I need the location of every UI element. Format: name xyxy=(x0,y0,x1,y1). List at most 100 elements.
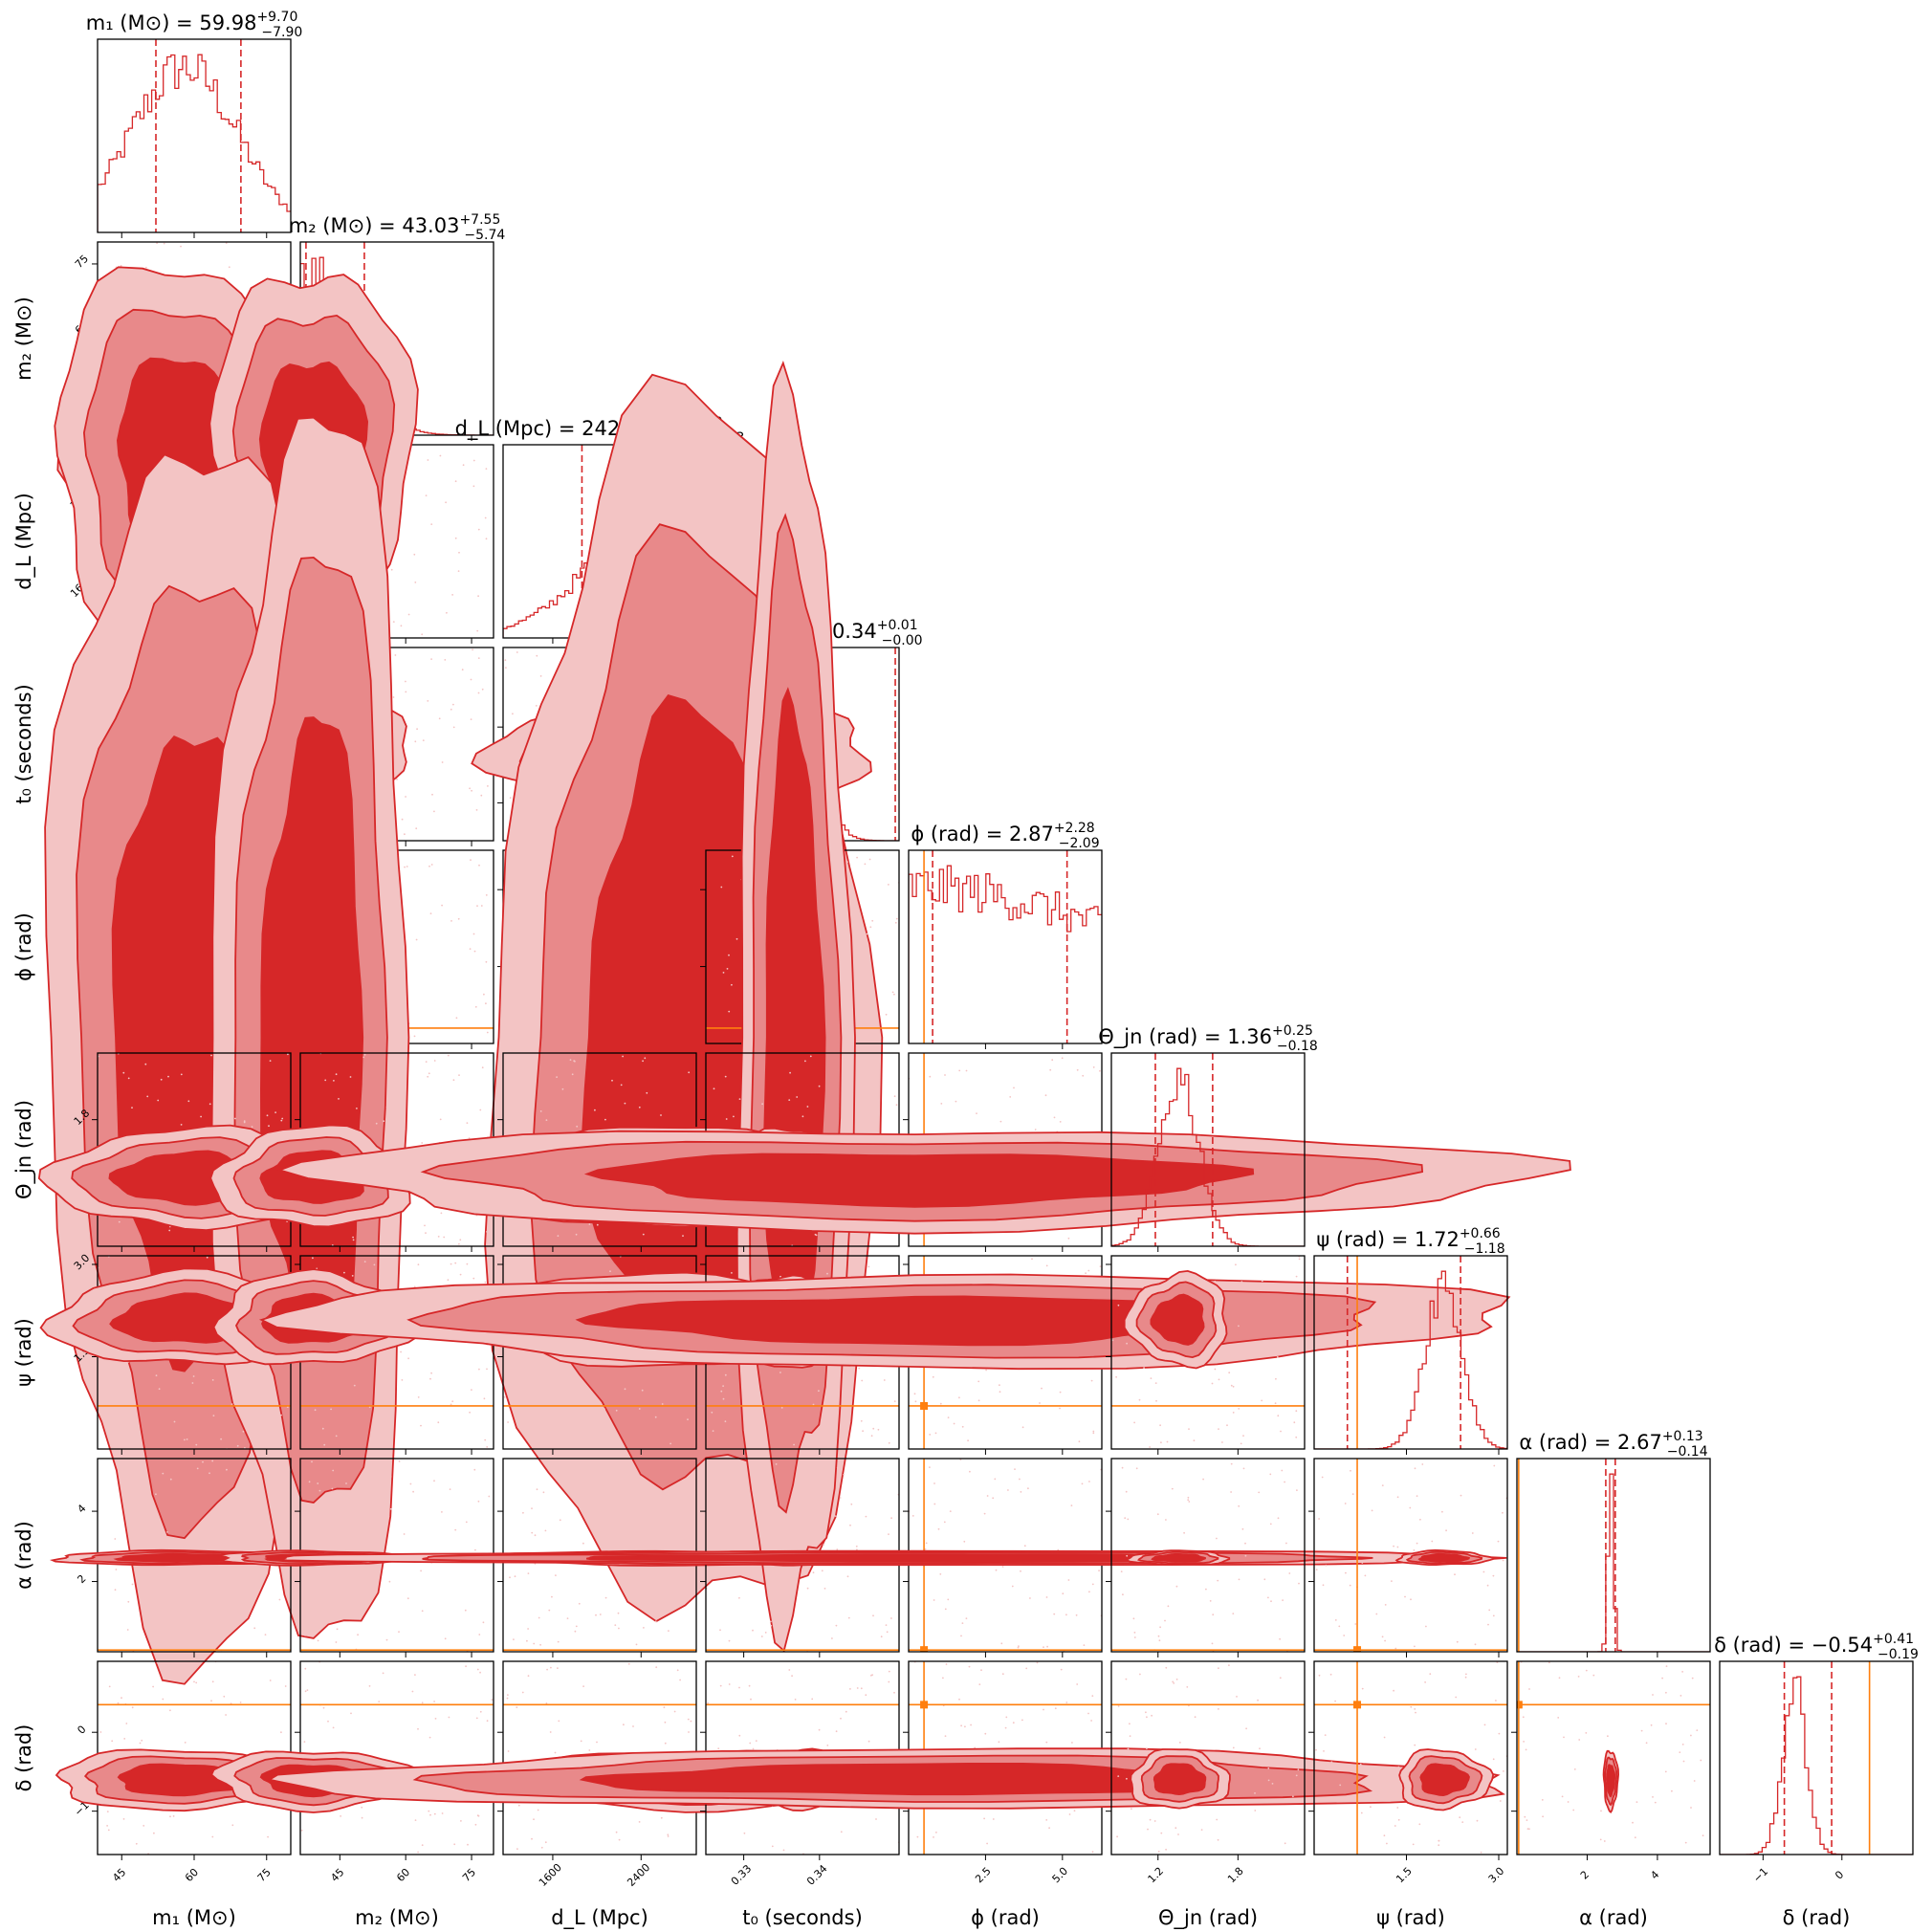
sample-point xyxy=(1261,1399,1263,1402)
sample-point xyxy=(545,1119,548,1121)
sample-point xyxy=(433,1812,436,1815)
sample-point xyxy=(1454,1573,1456,1576)
sample-point xyxy=(306,1619,309,1621)
sample-point xyxy=(168,1229,171,1232)
sample-point xyxy=(566,1617,569,1619)
sample-point xyxy=(846,1575,849,1578)
sample-point xyxy=(1275,1377,1277,1380)
sample-point xyxy=(1297,1284,1300,1286)
sample-point xyxy=(99,1409,101,1411)
sample-point xyxy=(688,1071,691,1074)
sample-point xyxy=(627,1662,630,1665)
sample-point xyxy=(888,884,889,886)
sample-point xyxy=(416,728,418,731)
param-title-psi: ψ (rad) = 1.72+0.66 −1.18 xyxy=(1316,1226,1504,1257)
sample-point xyxy=(481,1066,484,1069)
sample-point xyxy=(731,855,734,858)
sample-point xyxy=(895,917,898,920)
sample-point xyxy=(1129,1735,1131,1737)
sample-point xyxy=(1135,1467,1138,1470)
y-axis-label-theta_jn: Θ_jn (rad) xyxy=(12,1100,36,1199)
sample-point xyxy=(1218,1428,1219,1430)
sample-point xyxy=(524,1111,527,1114)
sample-point xyxy=(1051,1059,1054,1062)
contour-inner xyxy=(1153,1763,1207,1796)
sample-point xyxy=(444,659,447,661)
sample-point xyxy=(624,1102,626,1105)
sample-point xyxy=(458,1242,460,1245)
sample-point xyxy=(251,1126,253,1128)
sample-point xyxy=(1665,1691,1667,1694)
x-tick-label-delta: −1 xyxy=(1751,1865,1771,1885)
sample-point xyxy=(487,785,489,787)
sample-point xyxy=(350,1617,353,1620)
sample-point xyxy=(1172,1680,1175,1683)
sample-point xyxy=(531,1531,534,1534)
sample-point xyxy=(986,1495,989,1497)
sample-point xyxy=(324,1079,327,1082)
sample-point xyxy=(559,1519,561,1522)
sample-point xyxy=(1492,1614,1495,1617)
sample-point xyxy=(451,1400,454,1403)
sample-point xyxy=(1563,1736,1565,1739)
y-tick-label-m2: 75 xyxy=(73,252,91,271)
sample-point xyxy=(156,1661,159,1664)
sample-point xyxy=(398,1460,401,1462)
sample-point xyxy=(433,1480,435,1482)
sample-point xyxy=(823,1588,826,1590)
sample-point xyxy=(1445,1529,1447,1532)
sample-point xyxy=(405,796,406,798)
sample-point xyxy=(1091,1851,1094,1854)
sample-point xyxy=(1416,1542,1418,1545)
sample-point xyxy=(846,861,848,864)
sample-point xyxy=(114,1538,117,1540)
sample-point xyxy=(1188,1428,1190,1430)
sample-point xyxy=(126,1629,129,1631)
sample-point xyxy=(368,1685,371,1687)
contour-inner xyxy=(108,1150,250,1206)
sample-point xyxy=(1393,1545,1394,1548)
sample-point xyxy=(999,1391,1001,1394)
sample-point xyxy=(163,242,165,245)
sample-point xyxy=(1404,1595,1406,1598)
sample-point xyxy=(268,1125,270,1128)
sample-point xyxy=(749,1742,752,1745)
sample-point xyxy=(507,1750,510,1752)
sample-point xyxy=(287,1053,289,1056)
sample-point xyxy=(139,1742,142,1745)
sample-point xyxy=(929,1075,932,1078)
sample-point xyxy=(1082,1074,1085,1077)
sample-point xyxy=(943,1521,946,1524)
sample-point xyxy=(654,1620,657,1623)
sample-point xyxy=(748,1684,751,1687)
sample-point xyxy=(1524,1815,1526,1818)
sample-point xyxy=(1412,1843,1415,1846)
panel-frame xyxy=(97,38,292,233)
sample-point xyxy=(788,1099,791,1101)
sample-point xyxy=(855,1545,858,1548)
sample-point xyxy=(583,1508,585,1511)
sample-point xyxy=(427,459,429,461)
sample-point xyxy=(1321,1476,1324,1479)
sample-point xyxy=(767,1506,770,1509)
sample-point xyxy=(475,809,478,811)
y-tick-label-alpha: 4 xyxy=(75,1503,88,1516)
sample-point xyxy=(1053,1116,1056,1119)
sample-point xyxy=(228,266,231,269)
sample-point xyxy=(427,700,429,702)
sample-point xyxy=(641,1389,644,1392)
sample-point xyxy=(280,1414,282,1416)
sample-point xyxy=(266,1114,269,1117)
sample-point xyxy=(438,717,441,720)
sample-point xyxy=(345,1482,347,1484)
sample-point xyxy=(533,1642,536,1645)
sample-point xyxy=(191,1382,194,1384)
sample-point xyxy=(1542,1815,1544,1818)
sample-point xyxy=(576,1125,579,1128)
sample-point xyxy=(1455,1696,1458,1699)
sample-point xyxy=(1133,1636,1136,1638)
sample-point xyxy=(307,1511,310,1513)
sample-point xyxy=(284,1685,287,1687)
sample-point xyxy=(914,1400,917,1403)
sample-point xyxy=(477,1500,480,1503)
